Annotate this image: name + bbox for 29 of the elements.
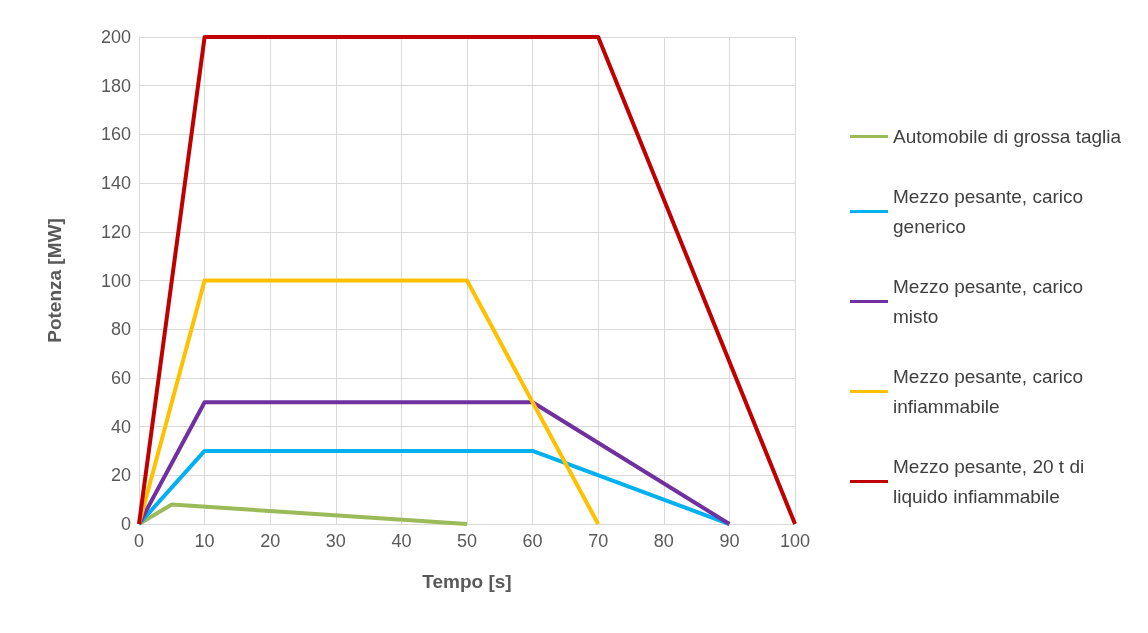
y-tick-label: 180 xyxy=(100,75,131,96)
x-tick-label: 10 xyxy=(194,531,215,551)
x-tick-label: 30 xyxy=(325,531,346,551)
x-tick-label: 60 xyxy=(522,531,543,551)
y-tick-label: 80 xyxy=(110,319,131,340)
legend-label: Mezzo pesante, 20 t di liquido infiammabile xyxy=(893,456,1090,507)
y-axis-title: Potenza [MW] xyxy=(44,218,65,343)
legend-label: Mezzo pesante, carico infiammabile xyxy=(893,366,1089,417)
x-tick-label: 70 xyxy=(588,531,609,551)
y-tick-label: 160 xyxy=(100,124,131,145)
y-tick-label: 60 xyxy=(110,367,131,388)
x-tick-label: 40 xyxy=(391,531,412,551)
legend-label: Mezzo pesante, carico generico xyxy=(893,186,1089,237)
y-tick-label: 140 xyxy=(100,173,131,194)
x-tick-label: 100 xyxy=(779,531,811,551)
x-tick-label: 50 xyxy=(456,531,478,551)
legend-label: Automobile di grossa taglia xyxy=(893,126,1122,147)
y-tick-label: 40 xyxy=(110,416,131,437)
x-tick-label: 90 xyxy=(719,531,740,551)
x-tick-label: 0 xyxy=(133,531,145,551)
y-tick-label: 200 xyxy=(100,27,131,47)
x-axis-title: Tempo [s] xyxy=(422,571,512,592)
x-tick-label: 20 xyxy=(260,531,281,551)
y-tick-label: 120 xyxy=(100,221,131,242)
y-tick-label: 0 xyxy=(120,514,131,534)
y-tick-label: 100 xyxy=(100,270,131,291)
y-tick-label: 20 xyxy=(110,465,131,486)
x-tick-label: 80 xyxy=(653,531,674,551)
legend-label: Mezzo pesante, carico misto xyxy=(893,276,1089,327)
